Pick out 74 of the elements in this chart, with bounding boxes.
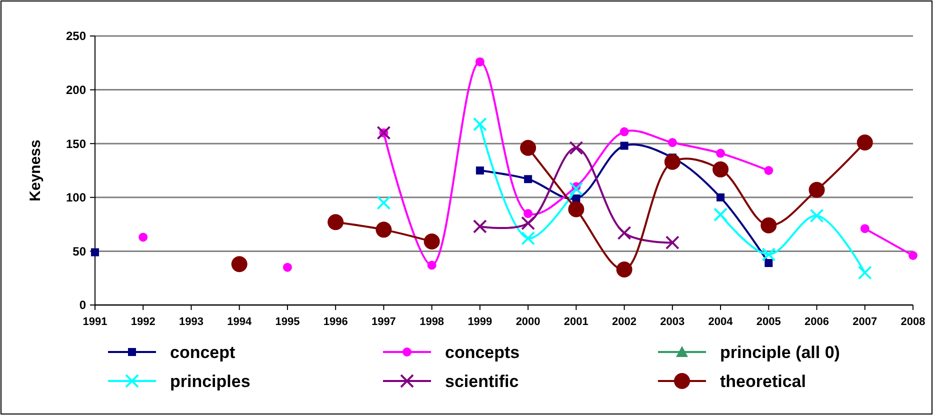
point	[472, 117, 487, 132]
point	[472, 219, 487, 234]
point	[524, 175, 532, 184]
x-tick-label: 2007	[852, 316, 878, 328]
point	[764, 166, 774, 175]
point	[764, 259, 773, 268]
legend-label: principle (all 0)	[720, 342, 840, 362]
x-tick-label: 2001	[564, 316, 588, 328]
point	[91, 248, 99, 256]
point	[617, 226, 632, 240]
x-tick-label: 1994	[227, 316, 252, 328]
y-tick-label: 50	[72, 244, 86, 258]
x-tick-label: 1998	[420, 316, 444, 328]
y-tick-label: 150	[66, 136, 86, 151]
x-tick-label: 1996	[323, 316, 348, 328]
y-tick-label: 100	[66, 190, 86, 205]
legend-label: concepts	[445, 342, 520, 362]
point	[665, 236, 680, 250]
x-tick-label: 2006	[804, 316, 830, 328]
point	[762, 247, 776, 262]
point	[524, 209, 533, 218]
x-tick-label: 2000	[516, 316, 540, 328]
point	[376, 126, 391, 140]
point	[664, 154, 680, 170]
point	[716, 148, 726, 158]
point	[760, 217, 777, 234]
legend-label: concept	[170, 342, 236, 362]
point	[521, 216, 536, 230]
point	[712, 161, 729, 178]
x-tick-label: 2005	[756, 316, 781, 328]
point	[427, 260, 436, 270]
point	[521, 231, 536, 246]
point	[520, 140, 536, 156]
point	[231, 256, 248, 272]
point	[714, 208, 728, 222]
x-tick-label: 2008	[900, 316, 926, 328]
point	[616, 261, 632, 278]
y-tick-label: 0	[79, 298, 86, 312]
point	[424, 234, 440, 250]
point	[282, 262, 292, 272]
point	[328, 214, 344, 230]
point	[569, 182, 584, 196]
point	[810, 208, 824, 223]
point	[569, 140, 584, 155]
point	[376, 196, 391, 210]
y-tick-label: 250	[66, 29, 86, 44]
point	[858, 266, 872, 280]
point	[138, 232, 148, 242]
legend-label: scientific	[445, 372, 519, 391]
legend-label: principles	[170, 372, 250, 391]
x-tick-label: 1993	[178, 316, 204, 328]
point	[716, 193, 725, 202]
point	[376, 222, 392, 238]
point	[668, 138, 677, 148]
point	[908, 251, 918, 260]
legend-label: theoretical	[720, 372, 806, 391]
point	[475, 57, 484, 66]
x-tick-label: 1995	[275, 316, 300, 328]
point	[620, 127, 629, 136]
point	[860, 224, 870, 234]
y-axis-title: Keyness	[27, 140, 44, 202]
x-tick-label: 2003	[660, 316, 685, 328]
y-tick-label: 200	[66, 83, 86, 97]
point	[808, 182, 825, 198]
point	[856, 134, 873, 151]
x-tick-label: 1997	[371, 316, 396, 328]
x-tick-label: 1999	[468, 316, 492, 328]
point	[568, 201, 584, 218]
x-tick-label: 2002	[612, 316, 637, 328]
x-tick-label: 1992	[130, 316, 156, 328]
x-tick-label: 2004	[708, 316, 734, 328]
point	[476, 166, 484, 174]
point	[620, 142, 628, 150]
x-tick-label: 1991	[82, 316, 108, 328]
